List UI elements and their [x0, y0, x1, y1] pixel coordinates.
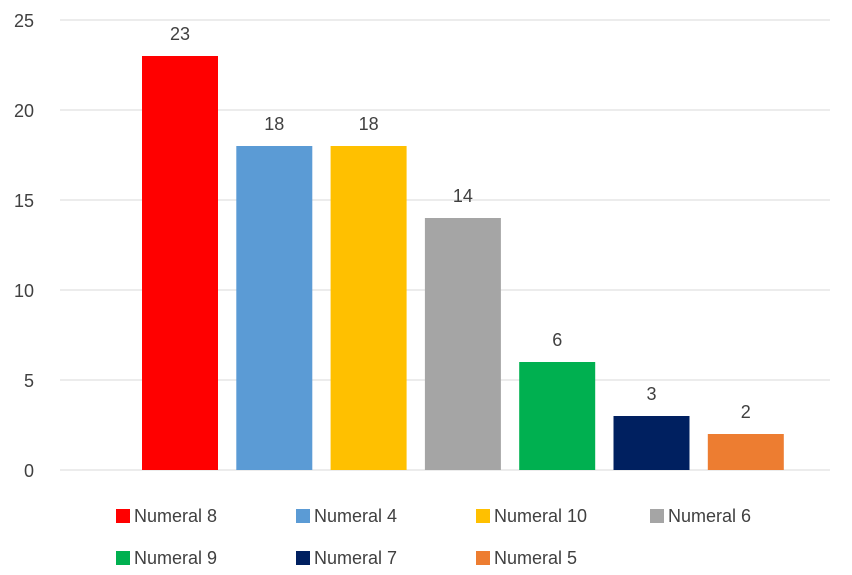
legend-label: Numeral 10 [494, 506, 587, 526]
legend: Numeral 8 Numeral 4 Numeral 10 Numeral 6 Num… [116, 506, 751, 568]
data-label: 18 [359, 114, 379, 134]
legend-swatch [476, 551, 490, 565]
legend-item: Numeral 6 [650, 506, 751, 526]
legend-swatch [296, 551, 310, 565]
y-tick-label: 25 [14, 11, 34, 31]
legend-swatch [650, 509, 664, 523]
data-label: 3 [646, 384, 656, 404]
bar-numeral-8 [142, 56, 218, 470]
legend-swatch [296, 509, 310, 523]
legend-label: Numeral 6 [668, 506, 751, 526]
y-tick-label: 15 [14, 191, 34, 211]
legend-label: Numeral 4 [314, 506, 397, 526]
data-label: 14 [453, 186, 473, 206]
y-tick-label: 5 [24, 371, 34, 391]
data-label: 18 [264, 114, 284, 134]
legend-label: Numeral 9 [134, 548, 217, 568]
legend-item: Numeral 10 [476, 506, 587, 526]
bar-numeral-4 [236, 146, 313, 470]
y-axis-ticks: 0 5 10 15 20 25 [14, 11, 34, 481]
data-label: 2 [741, 402, 751, 422]
legend-swatch [116, 551, 130, 565]
y-tick-label: 0 [24, 461, 34, 481]
bar-numeral-9 [519, 362, 596, 470]
legend-swatch [476, 509, 490, 523]
bars [142, 56, 784, 470]
legend-item: Numeral 8 [116, 506, 217, 526]
bar-numeral-7 [613, 416, 690, 470]
data-labels: 23 18 18 14 6 3 2 [170, 24, 751, 422]
bar-numeral-6 [424, 218, 501, 470]
legend-label: Numeral 7 [314, 548, 397, 568]
legend-label: Numeral 5 [494, 548, 577, 568]
legend-item: Numeral 9 [116, 548, 217, 568]
legend-item: Numeral 4 [296, 506, 397, 526]
legend-item: Numeral 5 [476, 548, 577, 568]
data-label: 23 [170, 24, 190, 44]
bar-numeral-10 [330, 146, 407, 470]
bar-numeral-5 [707, 434, 784, 470]
data-label: 6 [552, 330, 562, 350]
legend-item: Numeral 7 [296, 548, 397, 568]
y-tick-label: 20 [14, 101, 34, 121]
y-tick-label: 10 [14, 281, 34, 301]
legend-swatch [116, 509, 130, 523]
legend-label: Numeral 8 [134, 506, 217, 526]
